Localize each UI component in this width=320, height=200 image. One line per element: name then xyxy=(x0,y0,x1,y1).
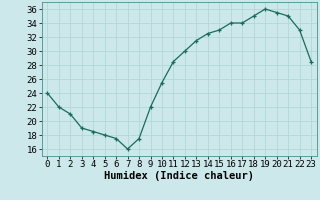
X-axis label: Humidex (Indice chaleur): Humidex (Indice chaleur) xyxy=(104,171,254,181)
